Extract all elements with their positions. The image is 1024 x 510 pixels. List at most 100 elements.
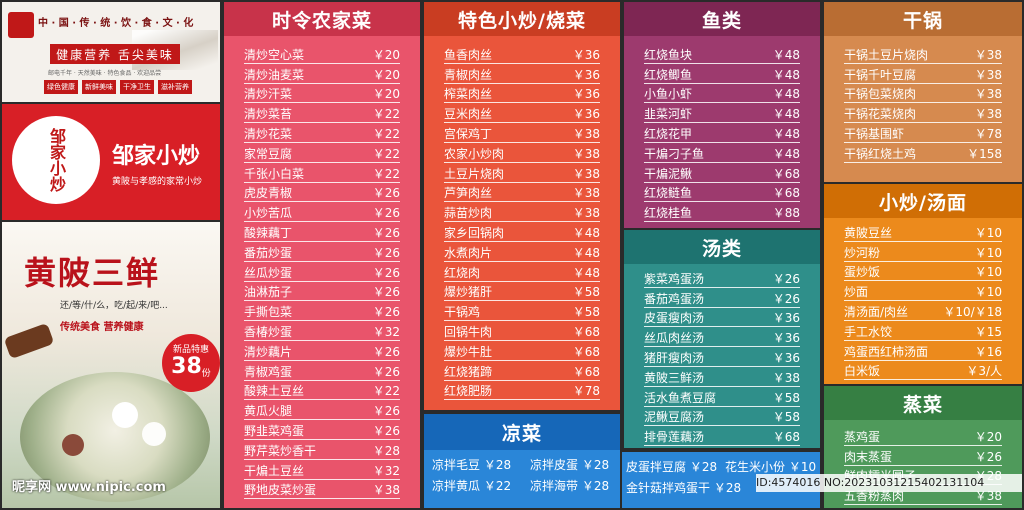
menu-item-price: ￥10 <box>974 225 1002 242</box>
menu-item-name: 土豆片烧肉 <box>444 167 573 183</box>
menu-item-name: 水煮肉片 <box>444 246 573 262</box>
banner-slogan: 健康营养 舌尖美味 <box>50 44 180 64</box>
menu-item-name: 红烧鱼块 <box>644 48 773 64</box>
menu-item-name: 家常豆腐 <box>244 147 373 163</box>
menu-item: 干煸刁子鱼 ￥48 <box>624 143 820 163</box>
menu-item: 农家小炒肉 ￥38 <box>424 143 620 163</box>
menu-item-name: 爆炒猪肝 <box>444 285 573 302</box>
menu-item-name: 蒸鸡蛋 <box>844 430 975 446</box>
promo-tags: 传统美食 营养健康 <box>60 322 144 333</box>
cold-item: 皮蛋拌豆腐 ￥28 <box>626 460 718 474</box>
menu-panel-title: 鱼类 <box>624 2 820 36</box>
menu-item-name: 油淋茄子 <box>244 285 373 302</box>
menu-item: 蒸鸡蛋 ￥20 <box>824 426 1022 446</box>
menu-item: 黄陂豆丝 ￥10 <box>824 222 1022 242</box>
menu-item-name: 芦笋肉丝 <box>444 186 573 203</box>
menu-item-price: ￥38 <box>974 67 1002 84</box>
menu-item-name: 干锅红烧土鸡 <box>844 147 968 163</box>
menu-item-name: 干锅千叶豆腐 <box>844 68 975 84</box>
promo-badge: 新品特惠 38 份 <box>162 334 220 392</box>
menu-item-name: 番茄炒蛋 <box>244 246 373 262</box>
menu-item-price: ￥48 <box>572 225 600 242</box>
menu-item-price: ￥38 <box>572 126 600 143</box>
promo-subtitle: 还/等/什/么，吃/起/来/吧... <box>60 301 168 311</box>
menu-item-price: ￥48 <box>772 146 800 163</box>
menu-item-price: ￥68 <box>772 186 800 203</box>
menu-item-price: ￥58 <box>572 285 600 302</box>
menu-item-name: 鸡蛋西红柿汤面 <box>844 345 975 361</box>
menu-item: 干煸土豆丝 ￥32 <box>224 460 420 480</box>
menu-item: 清炒空心菜 ￥20 <box>224 44 420 64</box>
menu-item-price: ￥26 <box>372 344 400 361</box>
menu-panel-soup: 汤类 紫菜鸡蛋汤 ￥26 番茄鸡蛋汤 ￥26 皮蛋瘦肉汤 ￥36 丝瓜肉丝汤 ￥36 猪肝瘦肉汤 ￥… <box>624 230 820 448</box>
menu-item-name: 干锅土豆片烧肉 <box>844 48 975 64</box>
menu-item: 小炒苦瓜 ￥26 <box>224 202 420 223</box>
menu-item: 丝瓜炒蛋 ￥26 <box>224 262 420 282</box>
promo-badge-label: 新品特惠 <box>172 345 209 355</box>
menu-item: 清炒藕片 ￥26 <box>224 341 420 361</box>
watermark-right: ID:4574016 NO:20231031215402131104 <box>756 474 1022 492</box>
menu-item: 白米饭 ￥3/人 <box>824 361 1022 381</box>
menu-item-name: 青椒肉丝 <box>444 68 573 84</box>
menu-item-name: 活水鱼煮豆腐 <box>644 391 773 407</box>
menu-item: 清汤面/肉丝 ￥10/￥18 <box>824 301 1022 321</box>
menu-item: 干锅基围虾 ￥78 <box>824 123 1022 143</box>
menu-item-name: 清汤面/肉丝 <box>844 305 944 321</box>
menu-item: 五香粉蒸肉 ￥38 <box>824 485 1022 506</box>
menu-item-name: 回锅牛肉 <box>444 325 573 341</box>
menu-panel-title: 蒸菜 <box>824 386 1022 420</box>
menu-item-price: ￥68 <box>772 166 800 183</box>
cold-row: 凉拌毛豆 ￥28 凉拌皮蛋 ￥28 <box>424 454 620 475</box>
menu-item: 干锅包菜烧肉 ￥38 <box>824 84 1022 104</box>
menu-item-price: ￥26 <box>372 245 400 262</box>
cinnamon-image <box>3 322 55 360</box>
menu-item: 油淋茄子 ￥26 <box>224 282 420 302</box>
menu-panel-title: 特色小炒/烧菜 <box>424 2 620 36</box>
banner-title: 中 · 国 · 传 · 统 · 饮 · 食 · 文 · 化 <box>38 18 194 29</box>
menu-item: 爆炒猪肝 ￥58 <box>424 282 620 302</box>
menu-item-price: ￥20 <box>372 87 400 104</box>
menu-item-name: 农家小炒肉 <box>444 147 573 163</box>
banner-tags: 绿色健康 新鲜美味 干净卫生 滋补营养 <box>44 80 192 94</box>
menu-item-price: ￥38 <box>974 489 1002 506</box>
menu-item-list: 红烧鱼块 ￥48 红烧鲫鱼 ￥48 小鱼小虾 ￥48 韭菜河虾 ￥48 红烧花甲 ￥48 干煸刁子鱼… <box>624 44 820 223</box>
menu-item-price: ￥36 <box>572 47 600 64</box>
menu-item: 水煮肉片 ￥48 <box>424 242 620 262</box>
cold-panel: 凉菜 凉拌毛豆 ￥28 凉拌皮蛋 ￥28 凉拌黄瓜 ￥22 凉拌海带 ￥28 <box>424 414 620 508</box>
brand-logo-text: 邹家小炒 <box>47 128 66 192</box>
promo-title: 黄陂三鲜 <box>24 254 161 292</box>
menu-item-name: 豆米肉丝 <box>444 107 573 124</box>
menu-item: 红烧肥肠 ￥78 <box>424 381 620 401</box>
meatball-image <box>142 422 166 446</box>
menu-item-name: 干锅包菜烧肉 <box>844 87 975 104</box>
menu-item-name: 炒河粉 <box>844 246 975 262</box>
menu-item: 榨菜肉丝 ￥36 <box>424 84 620 104</box>
menu-item-name: 清炒花菜 <box>244 127 373 143</box>
menu-item-price: ￥26 <box>372 364 400 381</box>
menu-panel-title: 干锅 <box>824 2 1022 36</box>
cold-item: 花生米小份 ￥10 <box>725 460 817 474</box>
banner-panel: 中 · 国 · 传 · 统 · 饮 · 食 · 文 · 化 健康营养 舌尖美味 … <box>2 2 220 102</box>
menu-item: 青椒肉丝 ￥36 <box>424 64 620 84</box>
brand-panel: 邹家小炒 邹家小炒 黄陂与孝感的家常小炒 <box>2 104 220 220</box>
brand-name: 邹家小炒 <box>112 143 201 169</box>
menu-item: 黄陂三鲜汤 ￥38 <box>624 367 820 387</box>
menu-item-price: ￥15 <box>974 324 1002 341</box>
banner-tag: 新鲜美味 <box>82 80 116 94</box>
menu-item-list: 清炒空心菜 ￥20 清炒油麦菜 ￥20 清炒汗菜 ￥20 清炒菜苔 ￥22 清炒花菜 ￥22 家常豆… <box>224 44 420 500</box>
menu-item-name: 肉末蒸蛋 <box>844 450 975 466</box>
menu-item-name: 酸辣土豆丝 <box>244 384 373 401</box>
menu-item-name: 红烧鲫鱼 <box>644 68 773 84</box>
menu-item: 红烧猪蹄 ￥68 <box>424 361 620 381</box>
menu-item: 红烧桂鱼 ￥88 <box>624 202 820 223</box>
menu-item-price: ￥36 <box>772 311 800 328</box>
menu-item-price: ￥26 <box>372 225 400 242</box>
menu-item-price: ￥58 <box>772 390 800 407</box>
menu-item: 炒面 ￥10 <box>824 281 1022 302</box>
menu-item-name: 宫保鸡丁 <box>444 127 573 143</box>
menu-item: 小鱼小虾 ￥48 <box>624 84 820 104</box>
menu-item-name: 番茄鸡蛋汤 <box>644 292 773 308</box>
menu-item: 清炒花菜 ￥22 <box>224 123 420 143</box>
cold-item: 金针菇拌鸡蛋干 ￥28 <box>626 481 742 495</box>
